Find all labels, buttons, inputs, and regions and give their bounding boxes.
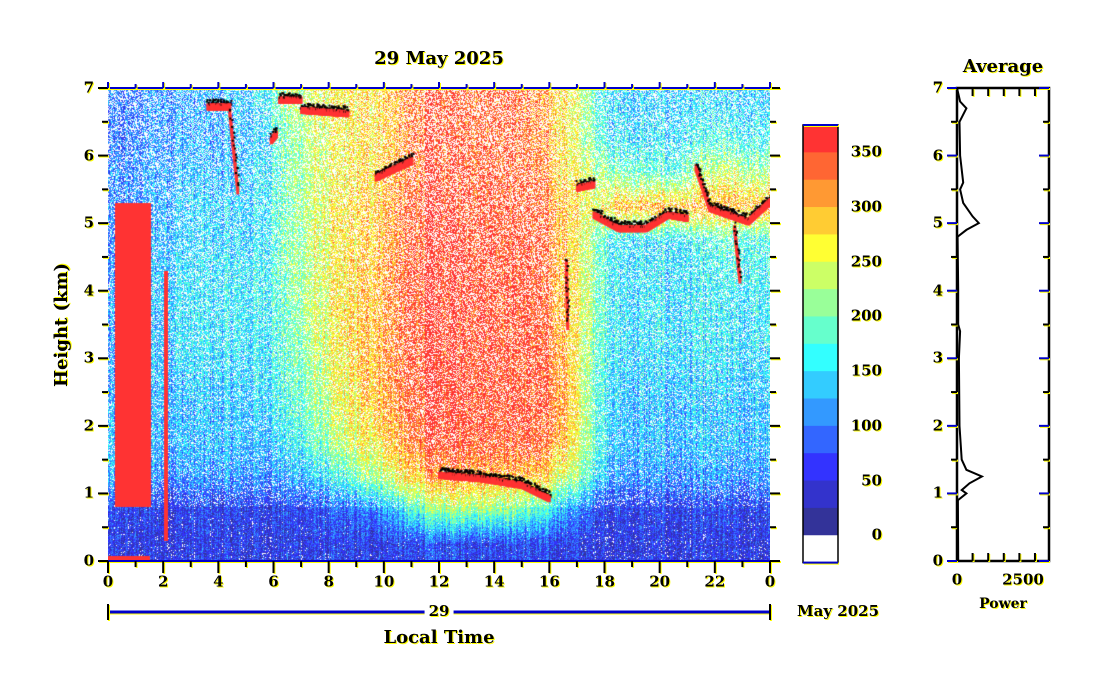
colorbar-tick-label: 100 <box>850 416 882 435</box>
colorbar-tick-label: 0 <box>871 525 882 544</box>
colorbar-swatch <box>803 261 838 290</box>
x-tick-label: 14 <box>483 572 505 591</box>
backscatter-heatmap <box>108 88 770 561</box>
y-tick-label: 7 <box>83 78 94 97</box>
y-tick-label: 4 <box>83 281 94 300</box>
colorbar-swatch <box>803 343 838 372</box>
x-tick-label: 4 <box>213 572 224 591</box>
profile-line <box>956 87 985 562</box>
x-axis-label: Local Time <box>383 627 495 648</box>
colorbar-swatch <box>803 480 838 509</box>
colorbar-tick-label: 300 <box>850 197 882 216</box>
x-tick-label: 10 <box>373 572 395 591</box>
profile-y-tick-label: 2 <box>932 416 943 435</box>
colorbar-swatch <box>803 152 838 181</box>
colorbar-swatch <box>803 125 838 153</box>
profile-x-tick-label: 0 <box>951 570 963 589</box>
profile-y-tick-label: 3 <box>932 348 943 367</box>
x-tick-label: 0 <box>102 572 114 591</box>
x-tick-label: 2 <box>157 572 169 591</box>
x-tick-label: 8 <box>323 572 334 591</box>
profile-title: Average <box>962 56 1044 77</box>
colorbar-swatch <box>803 507 838 536</box>
y-tick-label: 2 <box>83 416 94 435</box>
y-tick-label: 6 <box>83 146 94 165</box>
colorbar-swatch <box>803 398 838 427</box>
colorbar-swatch <box>803 316 838 345</box>
colorbar-tick-label: 200 <box>850 306 882 325</box>
colorbar-tick-label: 250 <box>850 252 882 271</box>
colorbar-tick-label: 50 <box>861 471 882 490</box>
x-tick-label: 6 <box>268 572 279 591</box>
date-bar-day: 29 <box>424 604 454 619</box>
colorbar-swatch <box>803 234 838 263</box>
profile-x-label: Power <box>979 596 1027 612</box>
x-tick-label: 12 <box>428 572 450 591</box>
y-tick-label: 1 <box>83 483 94 502</box>
profile-y-tick-label: 4 <box>932 281 943 300</box>
profile-x-tick-label: 2500 <box>1002 570 1044 589</box>
x-tick-label: 20 <box>649 572 671 591</box>
colorbar-swatch <box>803 535 838 564</box>
colorbar-swatch <box>803 425 838 454</box>
y-tick-label: 0 <box>83 551 94 570</box>
x-tick-label: 18 <box>594 572 615 591</box>
profile-frame <box>955 86 1051 563</box>
y-tick-label: 5 <box>83 213 94 232</box>
colorbar-tick-label: 150 <box>850 361 882 380</box>
colorbar-tick-label: 350 <box>850 142 882 161</box>
profile-y-tick-label: 1 <box>932 483 943 502</box>
x-tick-label: 16 <box>538 572 560 591</box>
colorbar-swatch <box>803 179 838 208</box>
profile-y-tick-label: 7 <box>932 78 943 97</box>
profile-y-tick-label: 0 <box>932 551 943 570</box>
profile-y-tick-label: 6 <box>932 146 943 165</box>
colorbar-swatch <box>803 371 838 399</box>
date-bar-month-year: May 2025 <box>797 602 880 620</box>
colorbar-swatch <box>803 289 838 317</box>
colorbar-swatch <box>803 207 838 235</box>
y-tick-label: 3 <box>83 348 94 367</box>
colorbar-swatch <box>803 453 838 482</box>
chart-title: 29 May 2025 <box>374 48 504 69</box>
x-tick-label: 22 <box>704 572 726 591</box>
profile-y-tick-label: 5 <box>932 213 943 232</box>
x-tick-label: 0 <box>764 572 776 591</box>
